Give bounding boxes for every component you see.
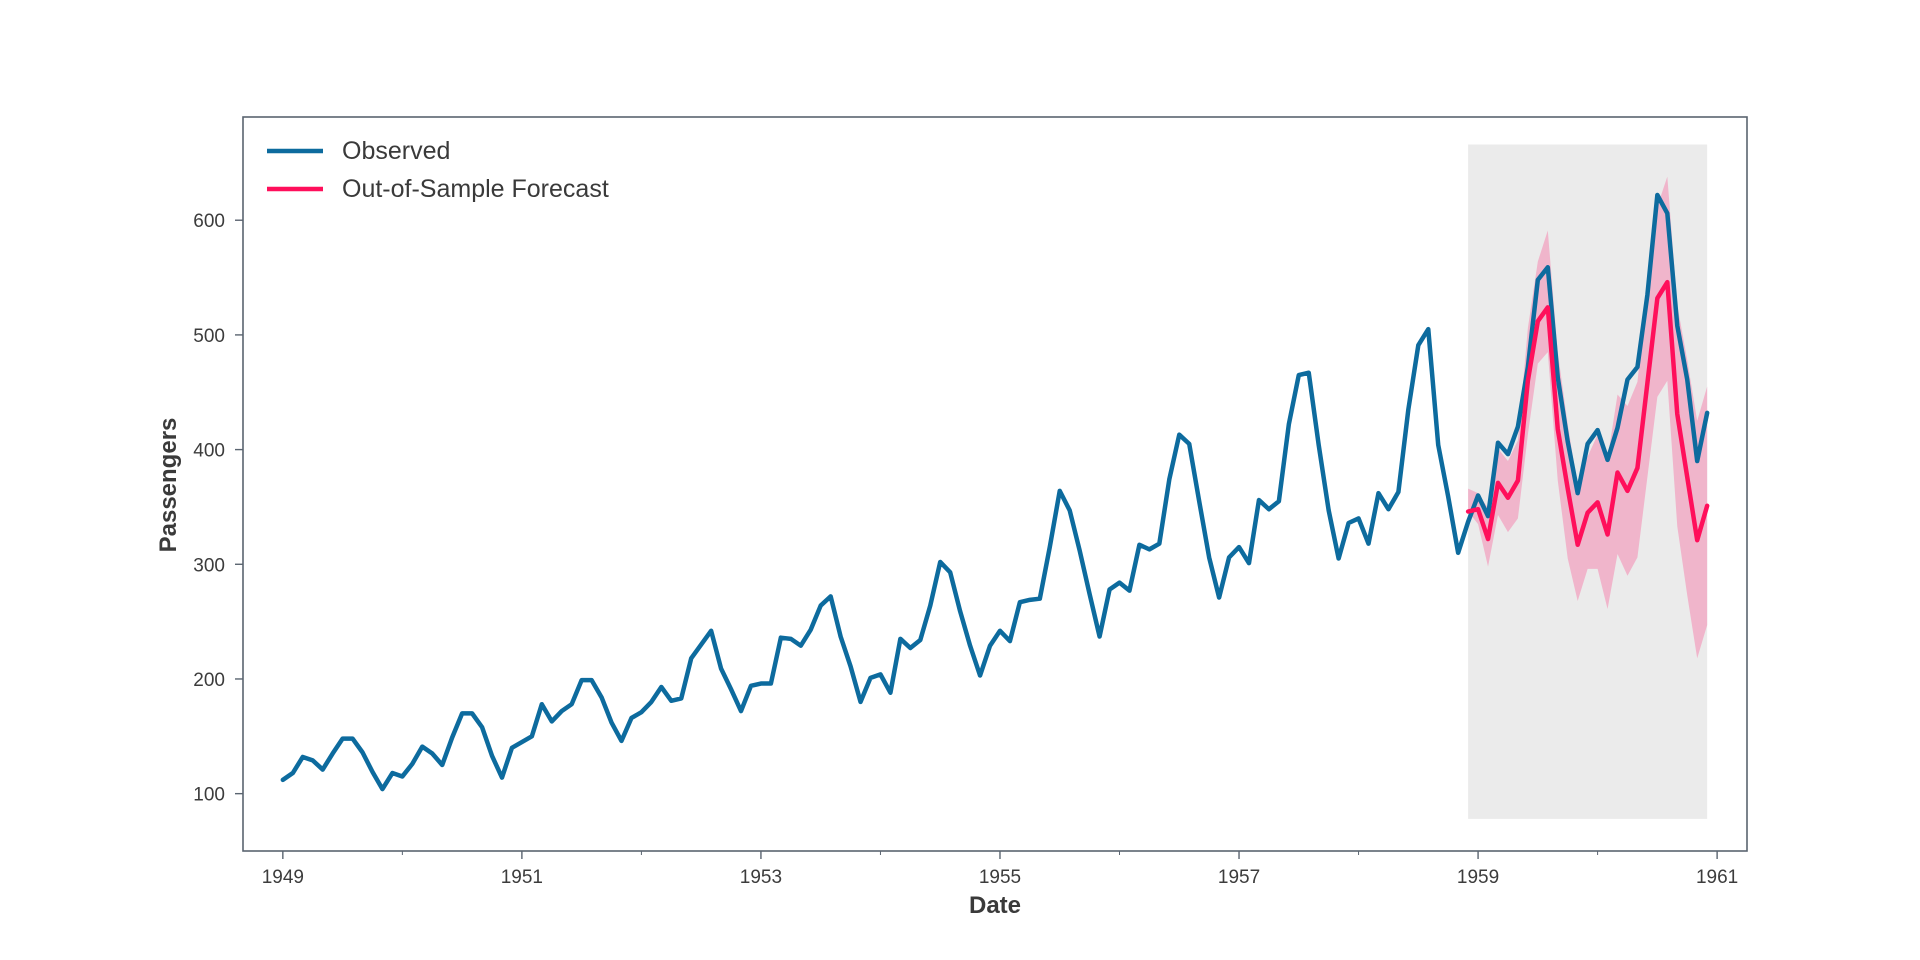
x-tick-label: 1951 [501, 867, 543, 888]
y-tick-label: 400 [193, 441, 225, 462]
x-tick-label: 1949 [262, 867, 304, 888]
y-tick-label: 100 [193, 785, 225, 806]
y-axis-title: Passengers [155, 418, 182, 553]
series-line-observed [280, 192, 1710, 792]
legend-label-observed: Observed [342, 137, 450, 165]
plot-frame [242, 116, 1748, 852]
y-tick-label: 600 [193, 211, 225, 232]
legend: Observed Out-of-Sample Forecast [267, 137, 609, 203]
x-tick-label: 1957 [1218, 867, 1260, 888]
x-tick-label: 1953 [740, 867, 782, 888]
x-tick-label: 1955 [979, 867, 1021, 888]
x-axis-title: Date [969, 892, 1021, 919]
legend-label-forecast: Out-of-Sample Forecast [342, 175, 609, 203]
plot-area [280, 144, 1710, 819]
x-tick-label: 1961 [1696, 867, 1738, 888]
x-tick-label: 1959 [1457, 867, 1499, 888]
y-tick-label: 200 [193, 670, 225, 691]
y-tick-label: 300 [193, 555, 225, 576]
y-tick-label: 500 [193, 326, 225, 347]
axes: 1949 1951 1953 1955 1957 1959 1961 100 200 300 400… [193, 211, 1738, 888]
series-line-forecast [1465, 279, 1710, 548]
